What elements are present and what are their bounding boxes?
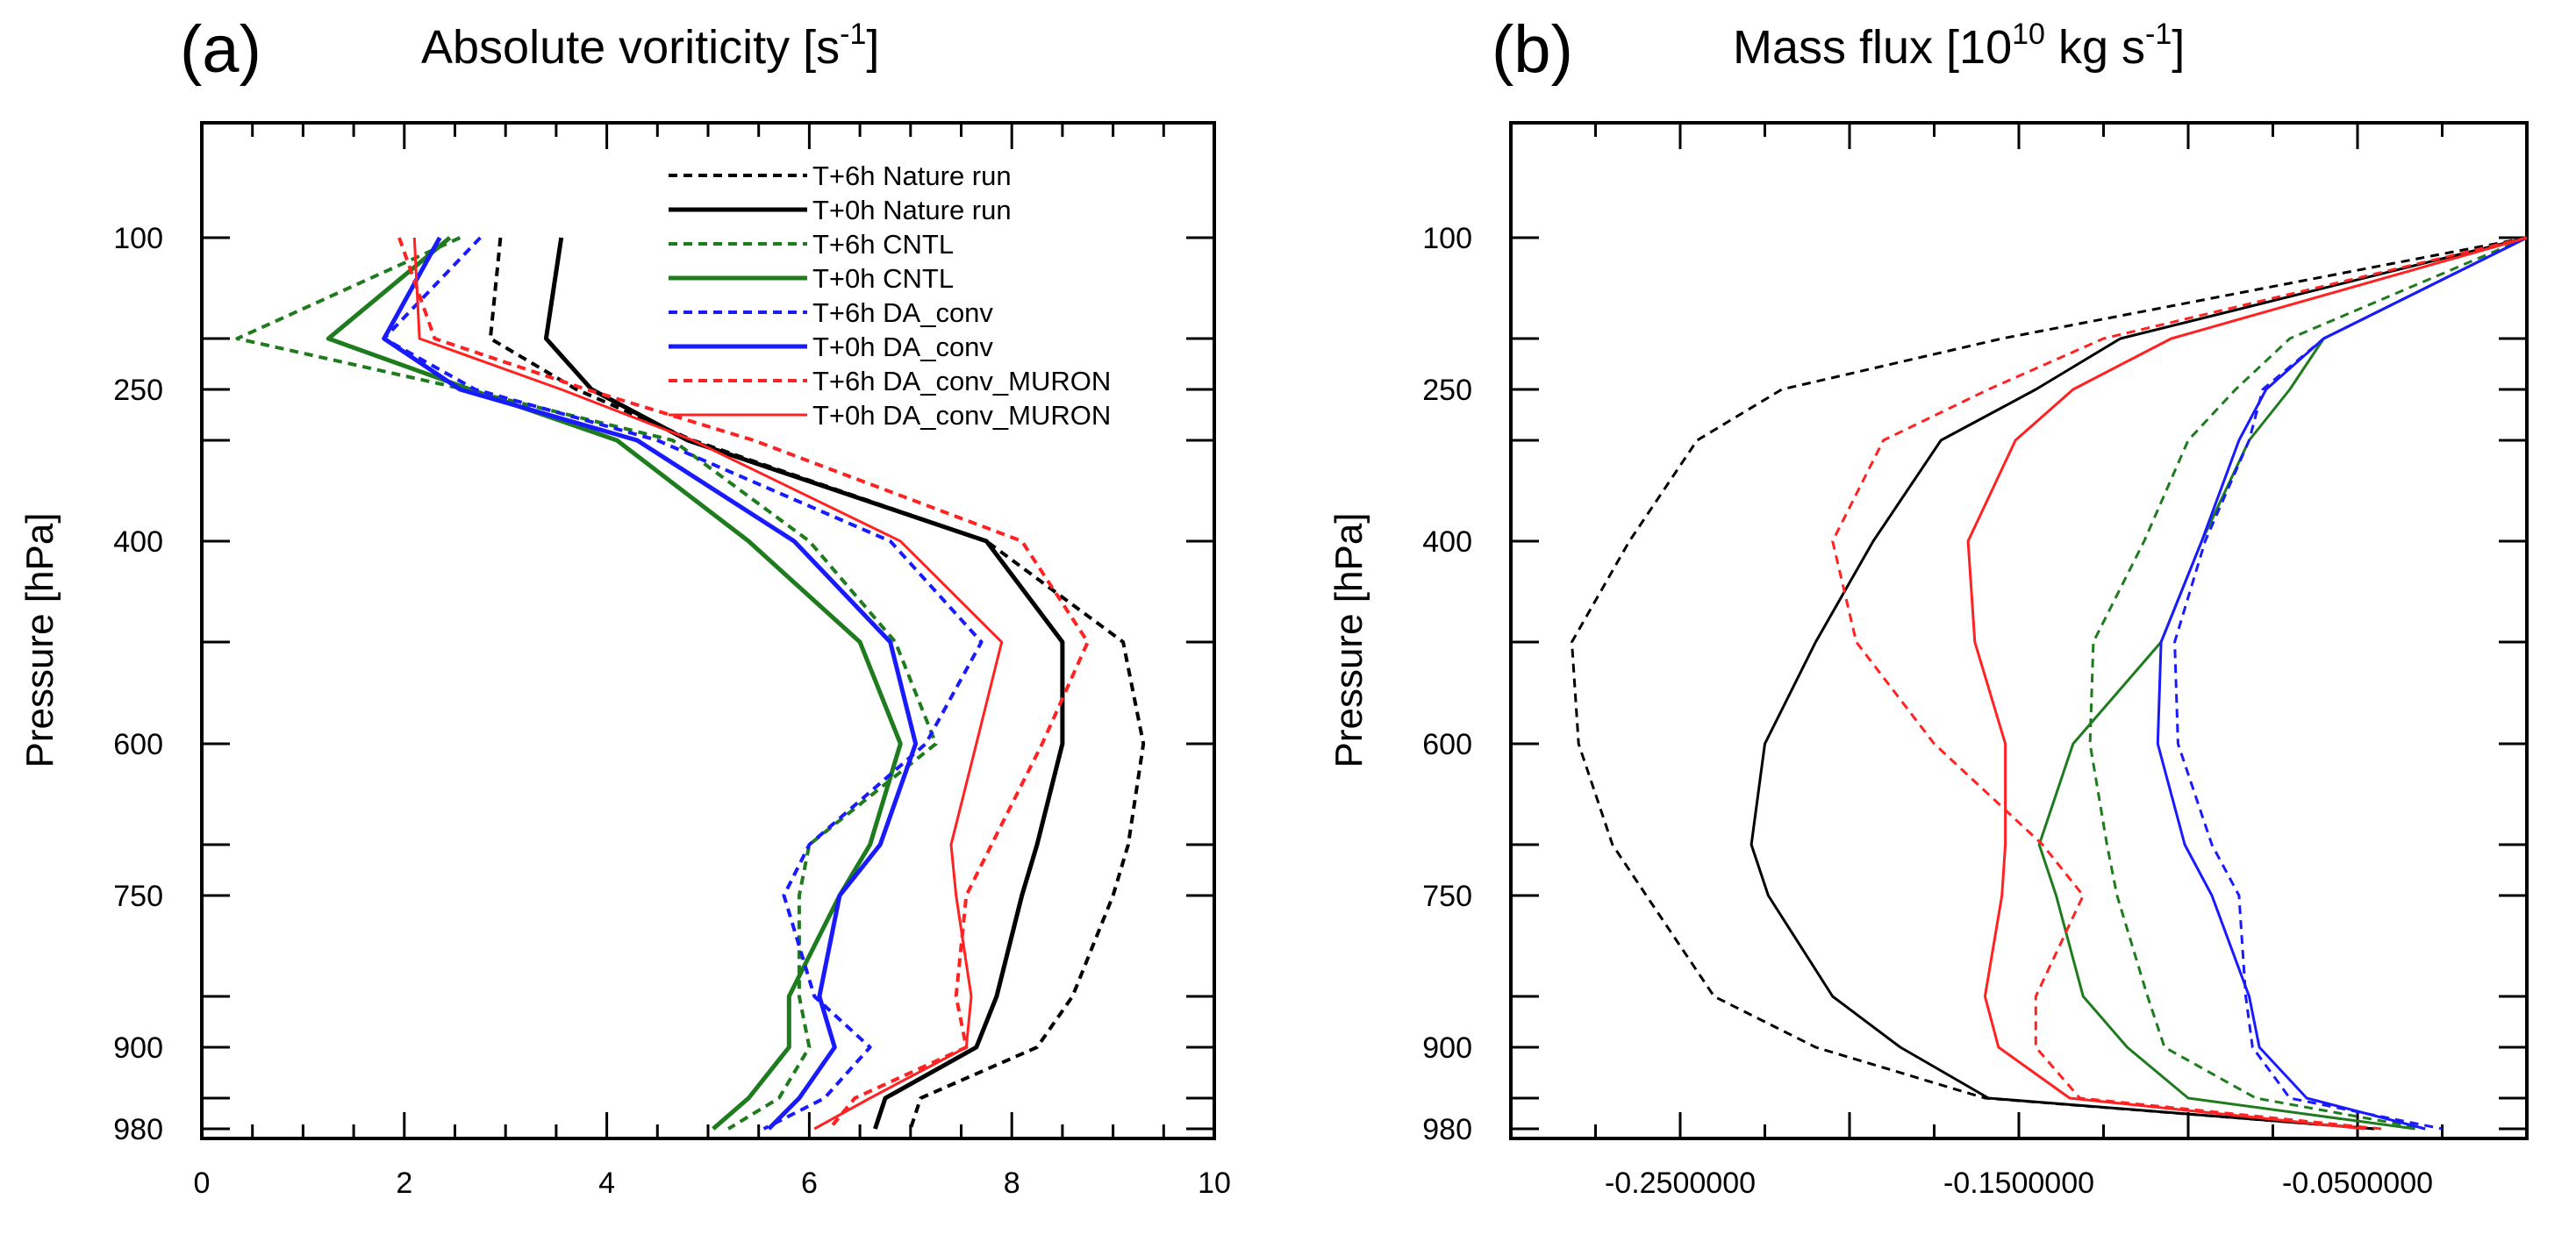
y-tick-label: 750 — [1422, 880, 1472, 913]
series-line-t+0h-nature-run — [1750, 236, 2528, 1131]
panel-b-y-axis-label: Pressure [hPa] — [1327, 512, 1370, 767]
panel-b-series — [1571, 236, 2528, 1131]
legend-label: T+0h CNTL — [812, 263, 954, 294]
y-tick-label: 980 — [1422, 1113, 1472, 1146]
legend-label: T+6h DA_conv_MURON — [812, 366, 1111, 396]
legend-label: T+0h DA_conv_MURON — [812, 400, 1111, 431]
y-tick-label: 600 — [1422, 728, 1472, 761]
y-tick-label: 250 — [113, 374, 163, 407]
y-tick-label: 980 — [113, 1113, 163, 1146]
series-line-t+0h-da_conv — [2156, 236, 2528, 1131]
x-tick-label: 10 — [1198, 1167, 1231, 1200]
panel-a-frame — [200, 121, 1216, 1140]
panel-b-letter: (b) — [1492, 12, 1573, 87]
x-tick-label: -0.0500000 — [2282, 1167, 2433, 1200]
x-tick-label: -0.2500000 — [1605, 1167, 1756, 1200]
panel-a-title: Absolute voriticity [s-1] — [421, 18, 879, 74]
y-tick-label: 100 — [113, 222, 163, 255]
y-tick-label: 100 — [1422, 222, 1472, 255]
x-tick-label: 0 — [194, 1167, 211, 1200]
x-tick-label: -0.1500000 — [1943, 1167, 2094, 1200]
legend-label: T+6h Nature run — [812, 161, 1012, 191]
y-tick-label: 900 — [1422, 1031, 1472, 1065]
y-tick-label: 900 — [113, 1031, 163, 1065]
y-tick-label: 750 — [113, 880, 163, 913]
series-line-t+0h-da_conv_muron — [412, 237, 1004, 1131]
series-line-t+0h-da_conv — [382, 236, 919, 1131]
legend-label: T+6h DA_conv — [812, 297, 993, 328]
series-line-t+6h-nature-run — [488, 237, 1146, 1130]
x-tick-label: 2 — [396, 1167, 412, 1200]
series-line-t+6h-cntl — [2088, 236, 2528, 1131]
series-line-t+0h-cntl — [2037, 236, 2528, 1131]
series-line-t+6h-da_conv — [2173, 236, 2528, 1131]
panel-a-ticks: 100 250 400 600 750 900 980 0 2 4 6 8 10 — [113, 123, 1231, 1200]
y-tick-label: 400 — [1422, 525, 1472, 559]
x-tick-label: 6 — [801, 1167, 818, 1200]
y-tick-label: 400 — [113, 525, 163, 559]
panel-b-title: Mass flux [1010 kg s-1] — [1733, 18, 2185, 74]
panel-a-series — [235, 236, 1146, 1131]
x-tick-label: 4 — [598, 1167, 615, 1200]
panel-b-ticks: 100 250 400 600 750 900 980 -0.2500000 -0.150000… — [1422, 123, 2529, 1200]
series-line-t+6h-da_conv — [382, 236, 984, 1131]
panel-a-letter: (a) — [180, 12, 261, 87]
series-line-t+0h-cntl — [326, 236, 903, 1131]
y-tick-label: 250 — [1422, 374, 1472, 407]
series-line-t+0h-da_conv_muron — [1966, 236, 2528, 1131]
legend-label: T+0h DA_conv — [812, 332, 993, 362]
legend-label: T+0h Nature run — [812, 195, 1012, 225]
series-line-t+6h-nature-run — [1571, 236, 2528, 1131]
y-tick-label: 600 — [113, 728, 163, 761]
x-tick-label: 8 — [1004, 1167, 1020, 1200]
legend-label: T+6h CNTL — [812, 229, 954, 260]
series-line-t+6h-da_conv_muron — [1831, 236, 2528, 1131]
panel-a-y-axis-label: Pressure [hPa] — [18, 512, 61, 767]
